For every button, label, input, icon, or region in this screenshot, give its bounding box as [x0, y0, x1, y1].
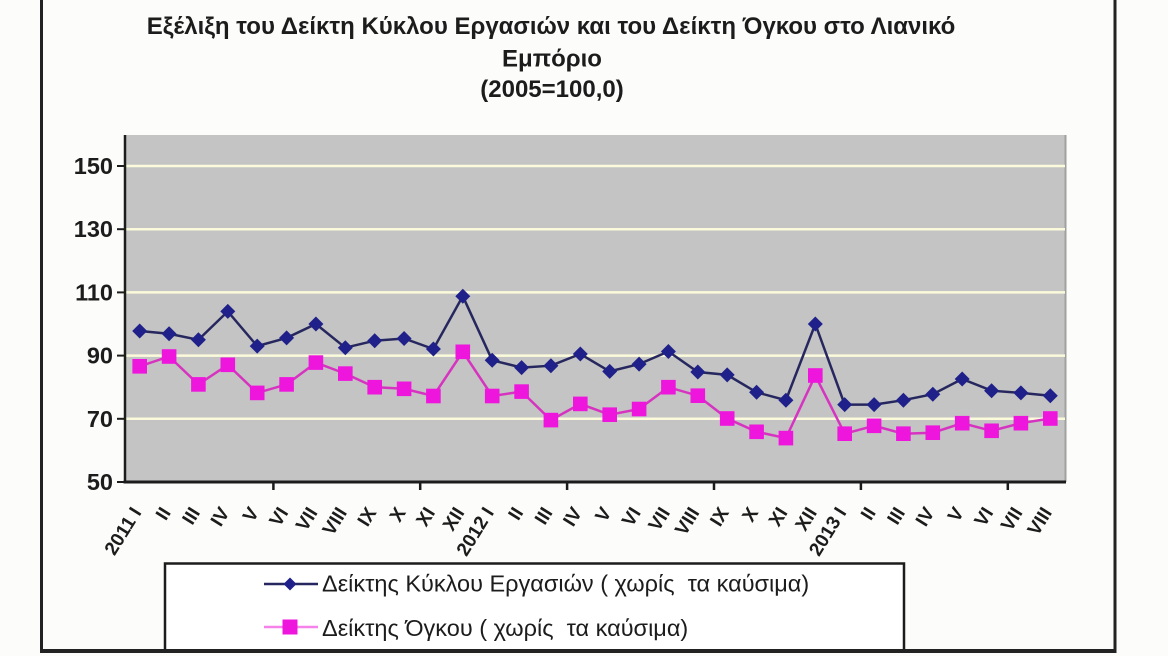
svg-text:150: 150	[74, 153, 113, 179]
svg-text:50: 50	[87, 469, 113, 495]
svg-text:Εξέλιξη του Δείκτη Κύκλου Εργα: Εξέλιξη του Δείκτη Κύκλου Εργασιών και τ…	[147, 13, 956, 40]
svg-text:90: 90	[87, 343, 113, 369]
svg-text:(2005=100,0): (2005=100,0)	[480, 76, 623, 103]
svg-text:110: 110	[75, 279, 113, 305]
svg-text:Δείκτης Κύκλου Εργασιών ( χωρί: Δείκτης Κύκλου Εργασιών ( χωρίς τα καύσι…	[322, 571, 809, 597]
svg-text:Εμπόριο: Εμπόριο	[502, 46, 602, 73]
svg-text:70: 70	[87, 406, 113, 432]
svg-text:Δείκτης Όγκου ( χωρίς τα καύσ: Δείκτης Όγκου ( χωρίς τα καύσιμα)	[322, 615, 688, 641]
svg-text:130: 130	[74, 216, 113, 242]
